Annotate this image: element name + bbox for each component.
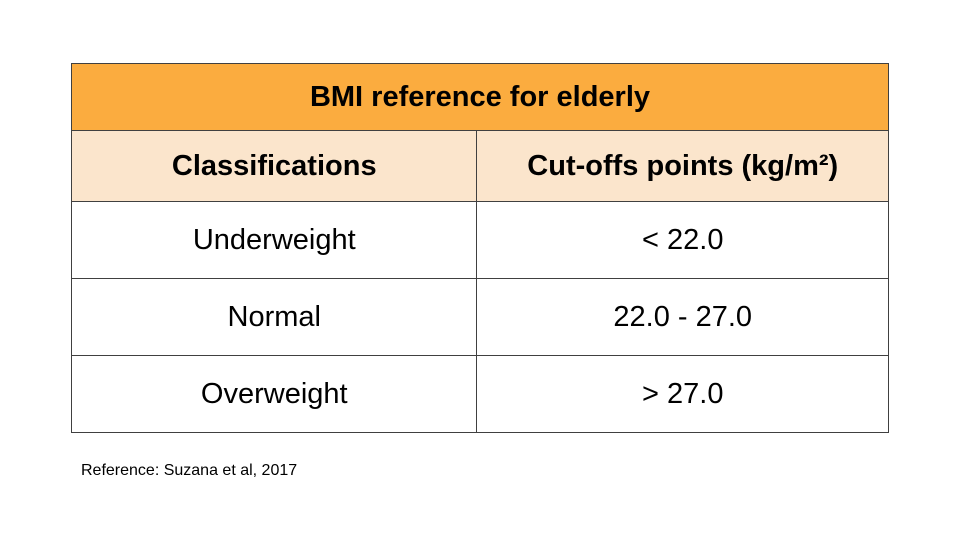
cut-off-cell: 22.0 - 27.0	[476, 278, 889, 356]
table-title: BMI reference for elderly	[71, 63, 889, 131]
table-row: Overweight > 27.0	[70, 355, 889, 433]
table-row: Normal 22.0 - 27.0	[70, 278, 889, 356]
cut-off-cell: < 22.0	[476, 201, 889, 279]
bmi-reference-table: BMI reference for elderly Classification…	[70, 63, 889, 433]
table-row: Underweight < 22.0	[70, 201, 889, 279]
header-classifications: Classifications	[70, 130, 478, 202]
table-title-row: BMI reference for elderly	[71, 63, 889, 131]
table-header-row: Classifications Cut-offs points (kg/m²)	[70, 130, 889, 202]
header-cut-offs: Cut-offs points (kg/m²)	[476, 130, 889, 202]
classification-cell: Overweight	[70, 355, 478, 433]
classification-cell: Underweight	[70, 201, 478, 279]
cut-off-cell: > 27.0	[476, 355, 889, 433]
classification-cell: Normal	[70, 278, 478, 356]
reference-note: Reference: Suzana et al, 2017	[81, 462, 298, 479]
